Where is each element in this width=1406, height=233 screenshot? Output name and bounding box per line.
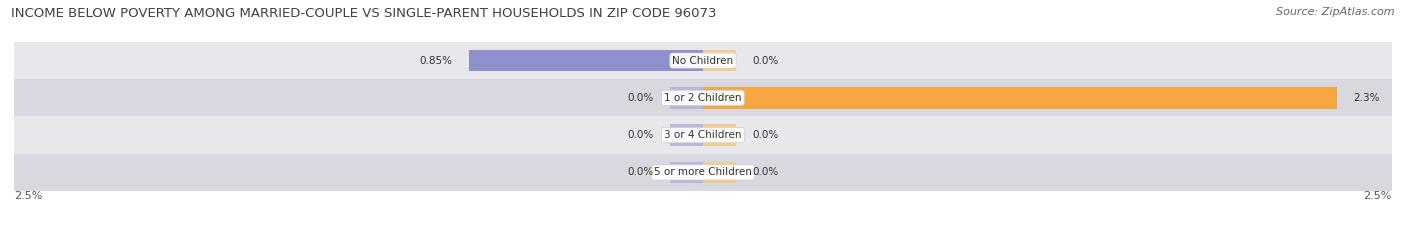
Text: INCOME BELOW POVERTY AMONG MARRIED-COUPLE VS SINGLE-PARENT HOUSEHOLDS IN ZIP COD: INCOME BELOW POVERTY AMONG MARRIED-COUPL… [11,7,717,20]
Text: 3 or 4 Children: 3 or 4 Children [664,130,742,140]
Text: Source: ZipAtlas.com: Source: ZipAtlas.com [1277,7,1395,17]
Text: 0.0%: 0.0% [627,168,654,177]
Bar [669,162,703,183]
Bar [14,154,1392,191]
Bar [14,42,1392,79]
Text: 1 or 2 Children: 1 or 2 Children [664,93,742,103]
Text: 0.0%: 0.0% [752,168,779,177]
Bar [14,116,1392,154]
Bar [703,124,737,146]
Bar [703,162,737,183]
Text: 0.0%: 0.0% [752,130,779,140]
Text: 2.5%: 2.5% [1364,191,1392,201]
Bar [703,87,1337,109]
Text: 0.0%: 0.0% [752,56,779,65]
Bar [703,50,737,71]
Bar [14,79,1392,116]
Text: 0.0%: 0.0% [627,93,654,103]
Bar [669,87,703,109]
Bar [468,50,703,71]
Text: 0.85%: 0.85% [419,56,453,65]
Text: 2.5%: 2.5% [14,191,42,201]
Bar [669,124,703,146]
Text: 5 or more Children: 5 or more Children [654,168,752,177]
Text: 0.0%: 0.0% [627,130,654,140]
Text: 2.3%: 2.3% [1354,93,1379,103]
Text: No Children: No Children [672,56,734,65]
